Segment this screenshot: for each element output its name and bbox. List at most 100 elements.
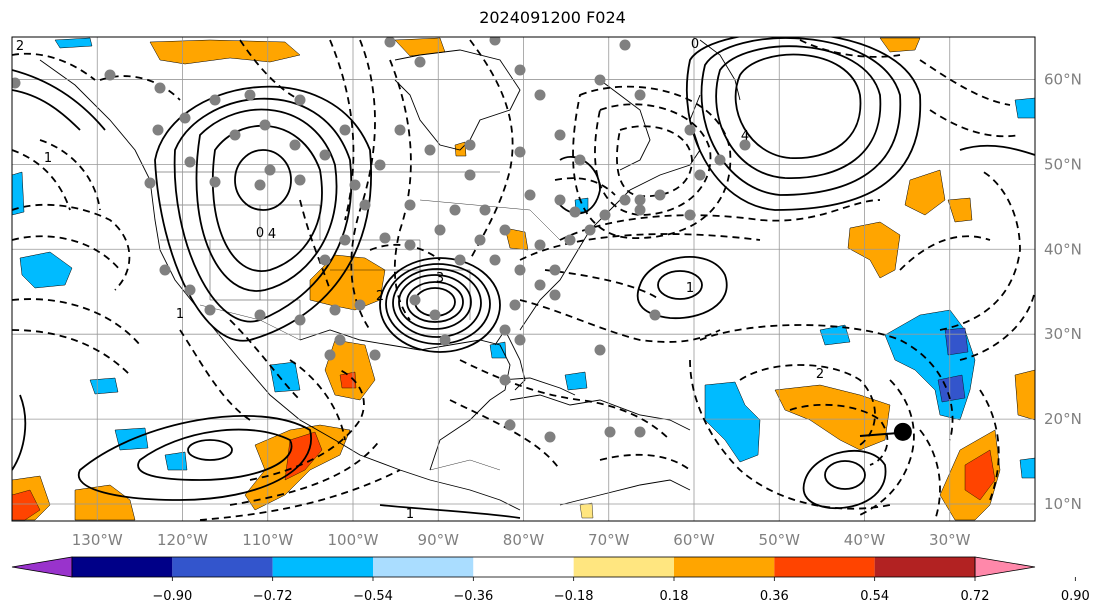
latitude-label: 50°N bbox=[1044, 155, 1082, 173]
station-dot bbox=[204, 304, 216, 316]
longitude-label: 50°W bbox=[759, 531, 801, 549]
contour bbox=[389, 59, 412, 321]
station-dot bbox=[574, 154, 586, 166]
longitude-label: 100°W bbox=[328, 531, 379, 549]
colorbar: −0.90 −0.72 −0.54 −0.36 −0.18 0.18 0.36 0.54 0.7… bbox=[11, 556, 1090, 604]
contour bbox=[572, 85, 732, 239]
station-dot bbox=[584, 224, 596, 236]
station-dot bbox=[294, 314, 306, 326]
station-dot bbox=[649, 309, 661, 321]
station-dot bbox=[569, 206, 581, 218]
colorbar-tick-label: −0.18 bbox=[554, 589, 594, 604]
longitude-label: 30°W bbox=[929, 531, 971, 549]
station-dot bbox=[594, 74, 606, 86]
longitude-label: 80°W bbox=[503, 531, 545, 549]
colorbar-segment bbox=[874, 557, 975, 577]
contour bbox=[519, 299, 721, 343]
contour bbox=[379, 504, 521, 519]
longitude-label: 110°W bbox=[242, 531, 293, 549]
station-dot bbox=[104, 69, 116, 81]
station-dot bbox=[12, 77, 21, 89]
longitude-label: 120°W bbox=[157, 531, 208, 549]
contour bbox=[239, 39, 301, 101]
positive-anomaly-patches bbox=[12, 37, 1035, 521]
contour bbox=[715, 45, 882, 179]
station-dot bbox=[264, 164, 276, 176]
station-dot bbox=[534, 239, 546, 251]
station-dot bbox=[154, 82, 166, 94]
latitude-label: 40°N bbox=[1044, 240, 1082, 258]
station-dot bbox=[449, 204, 461, 216]
station-dot bbox=[599, 209, 611, 221]
contour bbox=[799, 39, 901, 58]
anomaly-patch bbox=[904, 169, 946, 216]
colorbar-segment bbox=[373, 557, 474, 577]
station-dot bbox=[694, 169, 706, 181]
coastline-caribbean bbox=[509, 394, 691, 431]
station-dot bbox=[254, 179, 266, 191]
colorbar-segment bbox=[72, 557, 173, 577]
contour bbox=[137, 428, 293, 481]
station-dot bbox=[209, 94, 221, 106]
station-dot bbox=[499, 324, 511, 336]
coastline-greenland bbox=[699, 39, 741, 101]
contour bbox=[12, 235, 121, 271]
station-dot bbox=[554, 194, 566, 206]
contour bbox=[398, 274, 472, 330]
contour-labels: 2 1 0 4 3 2 1 1 4 1 0 2 bbox=[16, 37, 824, 521]
track-segment bbox=[859, 432, 899, 437]
contour bbox=[899, 235, 991, 271]
anomaly-patch bbox=[19, 251, 73, 289]
light-positive-patches bbox=[579, 502, 594, 519]
anomaly-patch bbox=[89, 377, 119, 395]
contour bbox=[959, 289, 1035, 361]
station-dot bbox=[354, 299, 366, 311]
station-dot bbox=[384, 37, 396, 48]
station-markers bbox=[12, 37, 751, 443]
station-dot bbox=[404, 239, 416, 251]
contour bbox=[12, 298, 141, 346]
contour bbox=[594, 103, 712, 216]
longitude-label: 60°W bbox=[673, 531, 715, 549]
station-dot bbox=[144, 177, 156, 189]
longitude-labels: 130°W 120°W 110°W 100°W 90°W 80°W 70°W 60°W 50°W… bbox=[72, 531, 971, 549]
anomaly-patch bbox=[704, 381, 761, 463]
contour bbox=[187, 439, 233, 461]
contour bbox=[519, 233, 761, 261]
station-dot bbox=[619, 39, 631, 51]
contour bbox=[599, 453, 691, 471]
station-dot bbox=[409, 294, 421, 306]
station-dot bbox=[259, 119, 271, 131]
contour bbox=[12, 89, 81, 131]
station-dot bbox=[654, 189, 666, 201]
coastline-gulf bbox=[299, 329, 511, 471]
station-dot bbox=[514, 264, 526, 276]
station-dot bbox=[349, 179, 361, 191]
station-dot bbox=[499, 374, 511, 386]
coastline-labrador bbox=[599, 79, 651, 171]
contour-label: 0 bbox=[256, 226, 264, 241]
colorbar-tick-label: 0.36 bbox=[760, 589, 789, 604]
contour bbox=[12, 394, 27, 471]
contour bbox=[699, 324, 954, 441]
station-dot bbox=[339, 234, 351, 246]
anomaly-patch bbox=[774, 384, 891, 451]
contour bbox=[229, 439, 381, 506]
anomaly-patch bbox=[1019, 457, 1035, 479]
station-dot bbox=[439, 334, 451, 346]
station-dot bbox=[534, 89, 546, 101]
colorbar-segment bbox=[774, 557, 875, 577]
contour bbox=[734, 53, 862, 159]
station-dot bbox=[339, 124, 351, 136]
colorbar-segment bbox=[674, 557, 775, 577]
station-dot bbox=[179, 112, 191, 124]
anomaly-patch bbox=[944, 327, 969, 356]
contour bbox=[469, 39, 514, 261]
station-dot bbox=[619, 194, 631, 206]
anomaly-patch bbox=[879, 37, 921, 53]
anomaly-patch bbox=[324, 339, 376, 401]
station-dot bbox=[319, 149, 331, 161]
contour bbox=[12, 203, 131, 291]
chart-title: 2024091200 F024 bbox=[479, 8, 626, 27]
